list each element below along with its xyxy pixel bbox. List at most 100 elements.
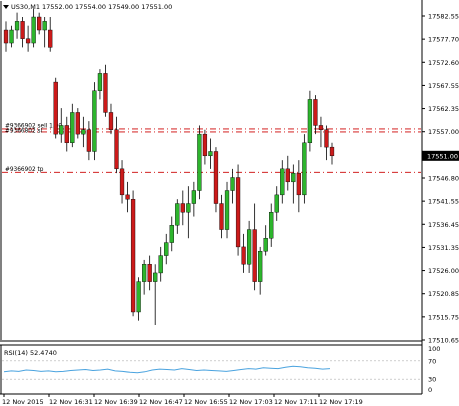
candle-body: [235, 177, 241, 248]
candle-body: [213, 151, 219, 204]
price-tick-label: 17531.35: [428, 244, 459, 252]
candle-body: [81, 129, 86, 135]
candle-body: [48, 29, 53, 48]
candle-body: [114, 129, 119, 170]
price-tick-label: 17536.45: [428, 221, 459, 229]
candle-body: [230, 177, 235, 191]
candles: [3, 8, 335, 325]
candle-body: [329, 146, 335, 157]
candle-body: [285, 168, 290, 183]
price-axis: 17582.55 17577.70 17572.60 17567.55 17562.35…: [422, 13, 459, 345]
candle-body: [258, 251, 263, 282]
candle-body: [14, 21, 20, 31]
candle-body: [169, 225, 174, 243]
candle-body: [92, 90, 97, 152]
candle-body: [103, 73, 108, 113]
price-tick-label: 17577.70: [428, 36, 459, 44]
candle-body: [208, 151, 213, 157]
candle-body: [37, 16, 42, 31]
candle-body: [64, 125, 69, 144]
candle-body: [307, 99, 313, 144]
time-tick-label: 12 Nov 17:03: [229, 398, 273, 406]
order-line-label: #9366902 tp: [5, 167, 44, 173]
rsi-scale-top: 100: [428, 345, 440, 353]
rsi-line: [3, 365, 331, 374]
candle-body: [164, 242, 169, 256]
time-tick-label: 12 Nov 16:55: [184, 398, 228, 406]
time-tick-label: 12 Nov 17:19: [319, 398, 363, 406]
candle-body: [197, 133, 202, 191]
candle-body: [241, 246, 246, 265]
candle-body: [9, 29, 14, 44]
candle-body: [130, 198, 136, 313]
candle-body: [31, 16, 36, 44]
candle-body: [313, 99, 318, 126]
price-tick-label: 17526.00: [428, 267, 459, 275]
price-tick-label: 17582.55: [428, 13, 459, 21]
price-tick-label: 17557.00: [428, 128, 459, 136]
price-tick-label: 17520.85: [428, 290, 459, 298]
candle-body: [119, 168, 125, 196]
candle-body: [59, 125, 64, 135]
candle-body: [246, 229, 252, 265]
candle-body: [158, 255, 163, 274]
candle-body: [252, 229, 257, 282]
candle-body: [3, 29, 9, 44]
rsi-scale-bottom: 0: [428, 386, 432, 394]
candle-body: [175, 203, 180, 226]
order-line-label: #9366902 sell 1.00: [5, 123, 62, 129]
candle-body: [142, 264, 147, 282]
rsi-label: RSI(14) 52.4740: [4, 349, 57, 357]
time-tick-label: 12 Nov 2015: [2, 398, 44, 406]
rsi-panel: RSI(14) 52.4740 70 30 100 0: [2, 345, 440, 394]
current-price-box: [422, 150, 459, 161]
price-tick-label: 17546.80: [428, 175, 459, 183]
candle-body: [280, 168, 285, 196]
candle-body: [202, 133, 208, 157]
order-line-label: #9366802 sl: [5, 129, 43, 135]
price-tick-label: 17562.35: [428, 105, 459, 113]
candle-body: [97, 73, 103, 91]
candle-body: [302, 142, 307, 196]
candle-body: [86, 129, 92, 152]
candle-body: [136, 281, 141, 313]
candle-body: [224, 190, 230, 230]
candle-body: [324, 129, 329, 148]
candle-body: [25, 38, 31, 44]
candle-body: [274, 194, 279, 213]
rsi-level-label: 70: [428, 357, 436, 365]
candle-body: [147, 264, 152, 282]
candle-body: [108, 112, 114, 130]
price-tick-label: 17572.60: [428, 59, 459, 67]
candle-body: [42, 21, 47, 31]
current-price-label: 17551.00: [427, 152, 458, 160]
candle-body: [318, 125, 324, 130]
price-tick-label: 17567.55: [428, 82, 459, 90]
candle-body: [291, 172, 296, 183]
price-tick-label: 17510.65: [428, 337, 459, 345]
candle-body: [180, 203, 185, 213]
candle-body: [219, 203, 224, 230]
time-tick-label: 12 Nov 16:31: [49, 398, 93, 406]
symbol-label: US30,M1: [11, 3, 40, 11]
candle-body: [75, 112, 80, 135]
candle-body: [263, 238, 268, 252]
candle-body: [296, 172, 301, 196]
candle-body: [153, 272, 158, 282]
candle-body: [70, 112, 75, 144]
price-tick-label: 17541.55: [428, 198, 459, 206]
chart-header: US30,M1 17552.00 17554.00 17549.00 17551…: [3, 3, 172, 11]
dropdown-triangle-icon[interactable]: [3, 5, 9, 9]
candle-body: [186, 203, 191, 213]
time-tick-label: 12 Nov 16:47: [139, 398, 183, 406]
time-tick-label: 12 Nov 17:11: [274, 398, 318, 406]
candle-body: [125, 194, 130, 200]
price-tick-label: 17515.75: [428, 313, 459, 321]
candle-body: [269, 212, 274, 239]
candle-body: [20, 21, 25, 39]
time-axis: 12 Nov 2015 12 Nov 16:31 12 Nov 16:39 12 No…: [2, 394, 363, 406]
candle-body: [53, 81, 58, 135]
rsi-level-label: 30: [428, 376, 436, 384]
